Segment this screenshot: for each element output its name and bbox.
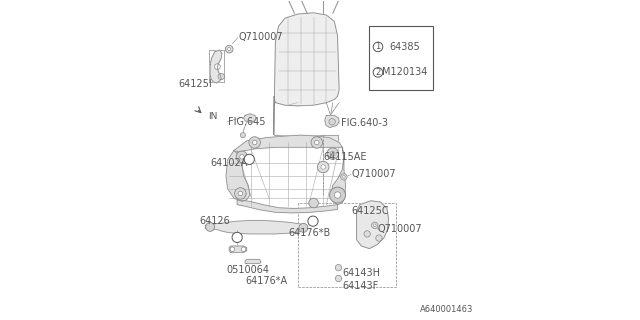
Text: FIG.640-3: FIG.640-3 <box>340 118 388 128</box>
Circle shape <box>311 137 323 148</box>
Circle shape <box>376 235 382 241</box>
Circle shape <box>214 64 220 69</box>
Polygon shape <box>237 200 337 213</box>
Circle shape <box>205 222 214 231</box>
Polygon shape <box>205 220 307 234</box>
Text: 64102A: 64102A <box>210 158 248 168</box>
Polygon shape <box>234 135 342 152</box>
Text: Q710007: Q710007 <box>239 32 284 42</box>
Circle shape <box>342 176 345 178</box>
Text: 1: 1 <box>246 155 252 164</box>
Circle shape <box>372 222 378 228</box>
Circle shape <box>249 137 260 148</box>
Circle shape <box>225 45 233 53</box>
Circle shape <box>241 132 246 138</box>
Circle shape <box>335 275 342 282</box>
Circle shape <box>330 151 335 156</box>
Text: 1: 1 <box>234 233 240 242</box>
Polygon shape <box>274 13 339 134</box>
Text: 64176*A: 64176*A <box>245 276 287 286</box>
Polygon shape <box>244 114 256 123</box>
Text: 1: 1 <box>376 42 381 52</box>
Circle shape <box>315 140 319 145</box>
Circle shape <box>238 191 243 196</box>
Text: 2: 2 <box>376 68 381 77</box>
Polygon shape <box>245 260 261 264</box>
Text: 64126: 64126 <box>199 216 230 226</box>
Text: 64125I: 64125I <box>178 78 212 89</box>
Circle shape <box>373 68 383 77</box>
Circle shape <box>327 148 339 159</box>
Circle shape <box>335 193 340 197</box>
Circle shape <box>330 187 346 203</box>
Circle shape <box>252 140 257 145</box>
Circle shape <box>329 119 335 125</box>
Circle shape <box>241 247 246 252</box>
Polygon shape <box>210 50 222 83</box>
Circle shape <box>340 174 347 180</box>
Text: 2: 2 <box>310 217 316 226</box>
Circle shape <box>244 154 254 164</box>
Circle shape <box>373 42 383 52</box>
Text: IN: IN <box>208 113 217 122</box>
Text: 64385: 64385 <box>389 42 420 52</box>
Text: M120134: M120134 <box>381 68 427 77</box>
Polygon shape <box>229 246 246 252</box>
Text: FIG.645: FIG.645 <box>228 117 265 127</box>
Polygon shape <box>274 134 337 141</box>
Circle shape <box>335 265 342 271</box>
Circle shape <box>228 48 231 51</box>
Text: 64143F: 64143F <box>342 281 378 291</box>
Text: 64125C: 64125C <box>352 206 390 216</box>
Circle shape <box>236 151 248 163</box>
Text: 0510064: 0510064 <box>226 265 269 275</box>
Circle shape <box>321 165 325 169</box>
Circle shape <box>235 188 246 199</box>
Text: A640001463: A640001463 <box>420 305 473 314</box>
Circle shape <box>317 161 329 173</box>
Circle shape <box>364 231 371 237</box>
Text: 64143H: 64143H <box>342 268 380 278</box>
Circle shape <box>232 232 243 243</box>
Text: 64176*B: 64176*B <box>288 228 330 238</box>
Circle shape <box>309 198 319 208</box>
Bar <box>369 26 433 90</box>
Circle shape <box>308 216 318 226</box>
Text: Q710007: Q710007 <box>378 223 422 234</box>
Circle shape <box>334 192 340 198</box>
Text: Q710007: Q710007 <box>352 169 397 179</box>
Polygon shape <box>324 116 339 127</box>
Circle shape <box>240 155 244 159</box>
Circle shape <box>218 73 225 80</box>
Circle shape <box>374 224 376 227</box>
Circle shape <box>299 223 308 232</box>
Polygon shape <box>226 150 250 201</box>
Polygon shape <box>331 147 346 204</box>
Circle shape <box>332 189 343 201</box>
Bar <box>298 203 396 287</box>
Text: 64115AE: 64115AE <box>323 152 367 162</box>
Polygon shape <box>356 201 388 249</box>
Circle shape <box>230 247 235 252</box>
